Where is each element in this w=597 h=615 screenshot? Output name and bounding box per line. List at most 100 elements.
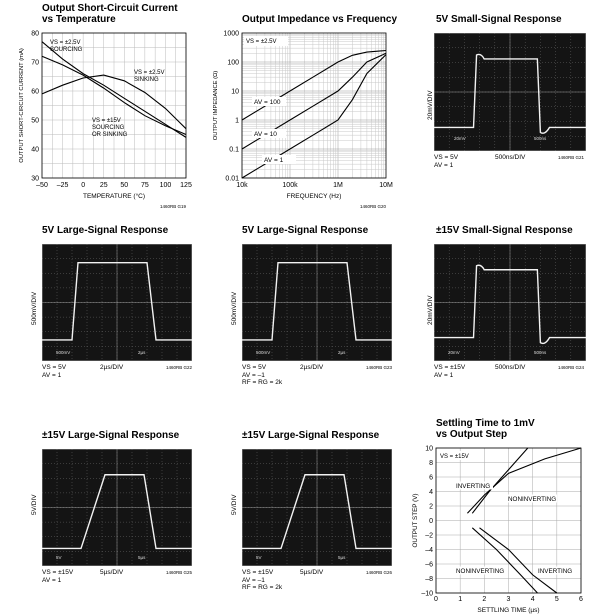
y-tick-label: 2	[429, 504, 433, 511]
series-label: SOURCING	[92, 125, 125, 131]
series-line	[41, 41, 187, 138]
scope-scale-left: 20mV	[454, 136, 466, 141]
scope-scale-left: 5V	[56, 555, 62, 560]
x-tick-label: 6	[579, 596, 583, 603]
scope-code: 1460RB G24	[558, 365, 585, 370]
scope-scale-right: 2µs	[138, 350, 146, 355]
series-label: VS = ±2.5V	[134, 70, 164, 76]
figure-code: 1460RB G20	[360, 204, 387, 209]
series-label: SOURCING	[50, 47, 83, 53]
y-tick-label: –4	[425, 547, 433, 554]
y-tick-label: 6	[429, 475, 433, 482]
scope-trace	[241, 243, 393, 362]
x-tick-label: 10M	[379, 182, 393, 189]
series-label-bg	[252, 97, 286, 106]
y-tick-label: 30	[31, 176, 39, 183]
scope-screen: 5V 5µs	[41, 448, 193, 567]
short-circuit-chart: –50 –25 0 25 50 75 100 125 30 40 50 60 70 80 TEMPERATU…	[19, 31, 192, 210]
y-axis-label: OUTPUT IMPEDANCE (Ω)	[213, 71, 219, 141]
y-tick-label: 0.1	[229, 147, 239, 154]
scope-trace	[41, 243, 193, 362]
scope-scale-right: 5µs	[338, 555, 346, 560]
y-tick-label: –10	[421, 591, 433, 598]
x-axis-label: FREQUENCY (Hz)	[287, 193, 342, 200]
scope-notes: VS = 5V AV = 1	[42, 364, 67, 379]
series-label-bg	[455, 566, 505, 575]
scope-scale-left: 5V	[256, 555, 262, 560]
scope-waveform	[42, 474, 192, 550]
series-line	[466, 447, 582, 514]
x-tick-label: 1M	[333, 182, 343, 189]
x-tick-label: 1	[458, 596, 462, 603]
series-label: INVERTING	[456, 483, 490, 490]
series-label: VS = ±15V	[92, 118, 121, 124]
series-label: INVERTING	[538, 568, 572, 575]
scope-screen: 5V 5µs	[241, 448, 393, 567]
settling-panel: Settling Time to 1mV vs Output Step 0 1 2 3…	[400, 415, 597, 615]
y-tick-label: 1000	[223, 31, 239, 38]
impedance-panel: Output Impedance vs Frequency 10k 100k 1M 1…	[200, 0, 400, 215]
scope-code: 1460RB G21	[558, 155, 585, 160]
scope-title: 5V Large-Signal Response	[42, 225, 169, 236]
scope-scale-right: 5µs	[138, 555, 146, 560]
scope-waveform	[434, 53, 586, 134]
y-axis-label: OUTPUT SHORT-CIRCUIT CURRENT (mA)	[19, 48, 25, 163]
scope-ylabel: 20mV/DIV	[427, 90, 434, 120]
series-line	[41, 74, 187, 130]
y-tick-label: 8	[429, 460, 433, 467]
scope-5v-large-panel: 5V Large-Signal Response 500mV/DIV 500mV…	[0, 215, 200, 415]
scope-scale-left: 500mV	[56, 350, 71, 355]
x-tick-label: 100	[160, 182, 172, 189]
scope-code: 1460RB G23	[366, 365, 393, 370]
impedance-chart: 10k 100k 1M 10M 0.01 0.1 1 10 100 1000 FREQUENCY (…	[213, 31, 393, 210]
y-tick-label: –6	[425, 562, 433, 569]
plot-frame	[41, 32, 187, 179]
scope-ylabel: 500mV/DIV	[231, 291, 238, 325]
scope-notes: VS = 5V AV = –1 RF = RG = 2k	[242, 364, 283, 386]
settling-title: Settling Time to 1mV vs Output Step	[436, 418, 535, 440]
scope-title: ±15V Large-Signal Response	[42, 430, 180, 441]
series-label: NONINVERTING	[456, 568, 504, 575]
condition-label: VS = ±15V	[440, 454, 469, 460]
series-label: AV = 10	[254, 131, 277, 138]
scope-scale-right: 2µs	[338, 350, 346, 355]
y-tick-label: 1	[235, 118, 239, 125]
scope-scale-left: 20mV	[448, 350, 460, 355]
scope-code: 1460RB G26	[366, 570, 393, 575]
scope-5v-large-inv-panel: 5V Large-Signal Response 500mV/DIV 500mV…	[200, 215, 400, 415]
y-axis-label: OUTPUT STEP (V)	[412, 494, 419, 548]
x-tick-label: 5	[555, 596, 559, 603]
short-circuit-title: Output Short-Circuit Current vs Temperat…	[42, 3, 178, 25]
scope-notes: VS = ±15V AV = 1	[42, 569, 74, 584]
plot-frame	[435, 447, 582, 594]
scope-time: 2µs/DIV	[100, 364, 124, 371]
scope-time: 5µs/DIV	[300, 569, 324, 576]
y-tick-label: –8	[425, 576, 433, 583]
scope-waveform	[42, 262, 192, 341]
short-circuit-panel: Output Short-Circuit Current vs Temperat…	[0, 0, 200, 215]
settling-chart: 0 1 2 3 4 5 6 –10 –8 –6 –4 –2 0 2 4 6 8 10 SETTLING TIME (…	[412, 446, 583, 615]
x-tick-label: 75	[141, 182, 149, 189]
x-tick-label: 25	[100, 182, 108, 189]
series-line	[241, 49, 387, 121]
series-label-bg	[252, 129, 286, 138]
scope-screen: 20mV 500ns	[433, 32, 587, 152]
scope-ylabel: 20mV/DIV	[427, 295, 434, 325]
scope-ylabel: 500mV/DIV	[31, 291, 38, 325]
condition-box	[244, 36, 288, 46]
scope-screen: 500mV 2µs	[41, 243, 193, 362]
x-tick-label: 10k	[236, 182, 248, 189]
scope-code: 1460RB G22	[166, 365, 193, 370]
series-label: AV = 1	[264, 157, 284, 164]
series-label-bg	[537, 566, 575, 575]
series-label: NONINVERTING	[508, 496, 556, 503]
y-tick-label: 10	[425, 446, 433, 453]
scope-trace	[433, 243, 587, 362]
x-tick-label: –25	[57, 182, 69, 189]
y-tick-label: 70	[31, 60, 39, 67]
series-label-bg	[455, 481, 493, 490]
scope-trace	[433, 32, 587, 152]
condition-label: VS = ±2.5V	[246, 39, 276, 45]
x-tick-label: 0	[434, 596, 438, 603]
scope-waveform	[434, 264, 586, 345]
